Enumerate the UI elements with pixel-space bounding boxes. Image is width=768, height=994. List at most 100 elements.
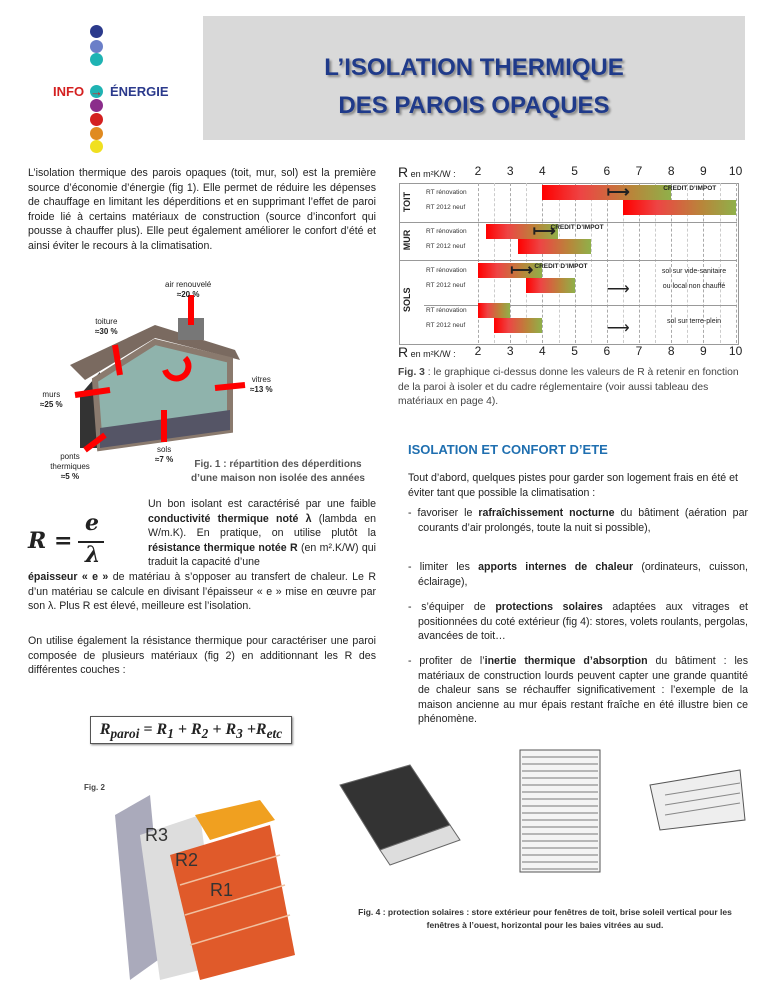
credit-label: CREDIT D’IMPOT [534, 263, 588, 270]
tick-label: 4 [539, 164, 546, 178]
title-line-2: DES PAROIS OPAQUES [338, 92, 610, 119]
gridline [735, 183, 737, 343]
logo-arrow-icon: → [90, 84, 103, 99]
logo-dot [90, 25, 103, 38]
section-divider [399, 222, 737, 223]
credit-label: CREDIT D’IMPOT [550, 224, 604, 231]
logo-dot [90, 113, 103, 126]
bar [622, 200, 736, 215]
annotation: sol sur terre-plein [666, 318, 722, 325]
para2: On utilise également la résistance therm… [28, 635, 376, 677]
axis-label: R en m²K/W : [398, 164, 456, 180]
gridline [606, 183, 608, 343]
ete-intro: Tout d’abord, quelques pistes pour garde… [408, 472, 738, 499]
logo-dot [90, 85, 103, 98]
section-label-mur: MUR [402, 229, 412, 251]
gridline [574, 183, 576, 343]
fig4-solar-protections [320, 745, 760, 875]
label-ponts: ponts thermiques ≈5 % [50, 452, 90, 481]
section-divider [399, 260, 737, 261]
r2-label: R2 [175, 850, 199, 870]
chart-frame [399, 183, 739, 345]
logo-text-info: INFO [53, 84, 85, 99]
ete-item: - limiter les apports internes de chaleu… [408, 561, 748, 588]
title-box: L’ISOLATION THERMIQUE DES PAROIS OPAQUES [203, 16, 745, 140]
tick-label: 3 [506, 164, 514, 178]
tick-label: 3 [506, 344, 514, 358]
label-toiture: toiture ≈30 % [95, 317, 118, 336]
bar [478, 263, 543, 278]
credit-arrow-icon: ⟼ [510, 262, 534, 279]
credit-label: CREDIT D’IMPOT [663, 185, 717, 192]
row-label: RT rénovation [426, 228, 467, 235]
tick-label: 5 [571, 164, 578, 178]
section-label-toit: TOIT [402, 191, 412, 212]
logo-text-energie: ÉNERGIE [110, 84, 169, 99]
gridline [622, 183, 624, 343]
logo-dot [90, 53, 103, 66]
para1-top: Un bon isolant est caractérisé par une f… [148, 498, 377, 569]
credit-arrow-icon: ⟼ [606, 184, 630, 201]
tick-label: 2 [474, 164, 482, 178]
tick-label: 7 [635, 164, 643, 178]
label-vitres: vitres ≈13 % [250, 375, 273, 394]
sum-formula-box: Rparoi = R1 + R2 + R3 +Retc [90, 716, 292, 744]
gridline [687, 183, 689, 343]
arrow-icon: ⟶ [606, 281, 630, 298]
row-label: RT 2012 neuf [426, 204, 466, 211]
tick-label: 5 [571, 344, 578, 358]
label-sols: sols ≈7 % [155, 445, 174, 464]
fig2-wall-layers: R3 R2 R1 [110, 795, 300, 980]
gridline [542, 183, 544, 343]
fig3-caption: Fig. 3 : le graphique ci-dessus donne le… [398, 367, 739, 408]
row-label: RT 2012 neuf [426, 322, 466, 329]
logo-dot [90, 40, 103, 53]
bar [542, 185, 672, 200]
tick-label: 6 [603, 344, 611, 358]
house-illustration [70, 295, 246, 453]
tick-label: 9 [700, 164, 707, 178]
title-line-1: L’ISOLATION THERMIQUE [324, 54, 624, 81]
label-air: air renouvelé ≈20 % [165, 280, 212, 299]
gridline [671, 183, 673, 343]
tick-label: 8 [667, 164, 675, 178]
gridline [639, 183, 640, 343]
r3-label: R3 [145, 825, 169, 845]
fig1-caption: Fig. 1 : répartition des déperditions d’u… [191, 459, 365, 484]
gridline [703, 183, 705, 343]
ete-item: - s’équiper de protections solaires adap… [408, 601, 748, 643]
bar [526, 278, 575, 293]
ete-heading: ISOLATION ET CONFORT D’ETE [408, 442, 608, 457]
row-label: RT rénovation [426, 307, 467, 314]
axis-label: R en m²K/W : [398, 344, 456, 360]
row-label: RT 2012 neuf [426, 282, 466, 289]
section-label-sols: SOLS [402, 286, 412, 312]
r1-label: R1 [210, 880, 234, 900]
ete-item: - favoriser le rafraîchissement nocturne… [408, 507, 748, 534]
gridline [558, 183, 560, 343]
gridline [655, 183, 657, 343]
bar [518, 239, 591, 254]
fig2-label: Fig. 2 [84, 783, 105, 792]
gridline [590, 183, 592, 343]
fig1-house-diagram: air renouvelé ≈20 % toiture ≈30 % murs ≈25 … [0, 270, 384, 490]
info-energie-logo: INFO → ÉNERGIE [40, 20, 190, 153]
row-label: RT rénovation [426, 267, 467, 274]
tick-label: 2 [474, 344, 482, 358]
arrow-icon: ⟶ [606, 320, 630, 337]
tick-label: 7 [635, 344, 643, 358]
logo-dot [90, 99, 103, 112]
bar [478, 303, 511, 318]
row-label: RT rénovation [426, 189, 467, 196]
annotation: ou local non chauffé [662, 283, 726, 290]
tick-label: 10 [728, 164, 743, 178]
annotation: sol sur vide-sanitaire [661, 268, 727, 275]
tick-label: 9 [700, 344, 707, 358]
credit-arrow-icon: ⟼ [532, 223, 556, 240]
tick-label: 6 [603, 164, 611, 178]
logo-dot [90, 127, 103, 140]
label-murs: murs ≈25 % [40, 390, 63, 409]
tick-label: 10 [728, 344, 743, 358]
sols-subdivider [424, 305, 737, 306]
